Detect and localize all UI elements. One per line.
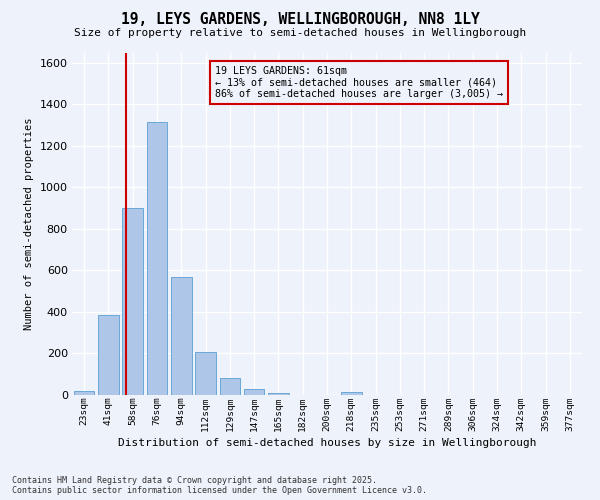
Bar	[74, 392, 94, 395]
Bar	[171, 276, 191, 395]
Text: 19, LEYS GARDENS, WELLINGBOROUGH, NN8 1LY: 19, LEYS GARDENS, WELLINGBOROUGH, NN8 1L…	[121, 12, 479, 28]
Bar	[341, 392, 362, 395]
X-axis label: Distribution of semi-detached houses by size in Wellingborough: Distribution of semi-detached houses by …	[118, 438, 536, 448]
Bar	[268, 392, 289, 395]
Text: Contains HM Land Registry data © Crown copyright and database right 2025.
Contai: Contains HM Land Registry data © Crown c…	[12, 476, 427, 495]
Bar	[244, 390, 265, 395]
Bar	[220, 378, 240, 395]
Text: 19 LEYS GARDENS: 61sqm
← 13% of semi-detached houses are smaller (464)
86% of se: 19 LEYS GARDENS: 61sqm ← 13% of semi-det…	[215, 66, 503, 100]
Y-axis label: Number of semi-detached properties: Number of semi-detached properties	[24, 118, 34, 330]
Bar	[98, 316, 119, 395]
Bar	[122, 208, 143, 395]
Text: Size of property relative to semi-detached houses in Wellingborough: Size of property relative to semi-detach…	[74, 28, 526, 38]
Bar	[146, 122, 167, 395]
Bar	[195, 352, 216, 395]
